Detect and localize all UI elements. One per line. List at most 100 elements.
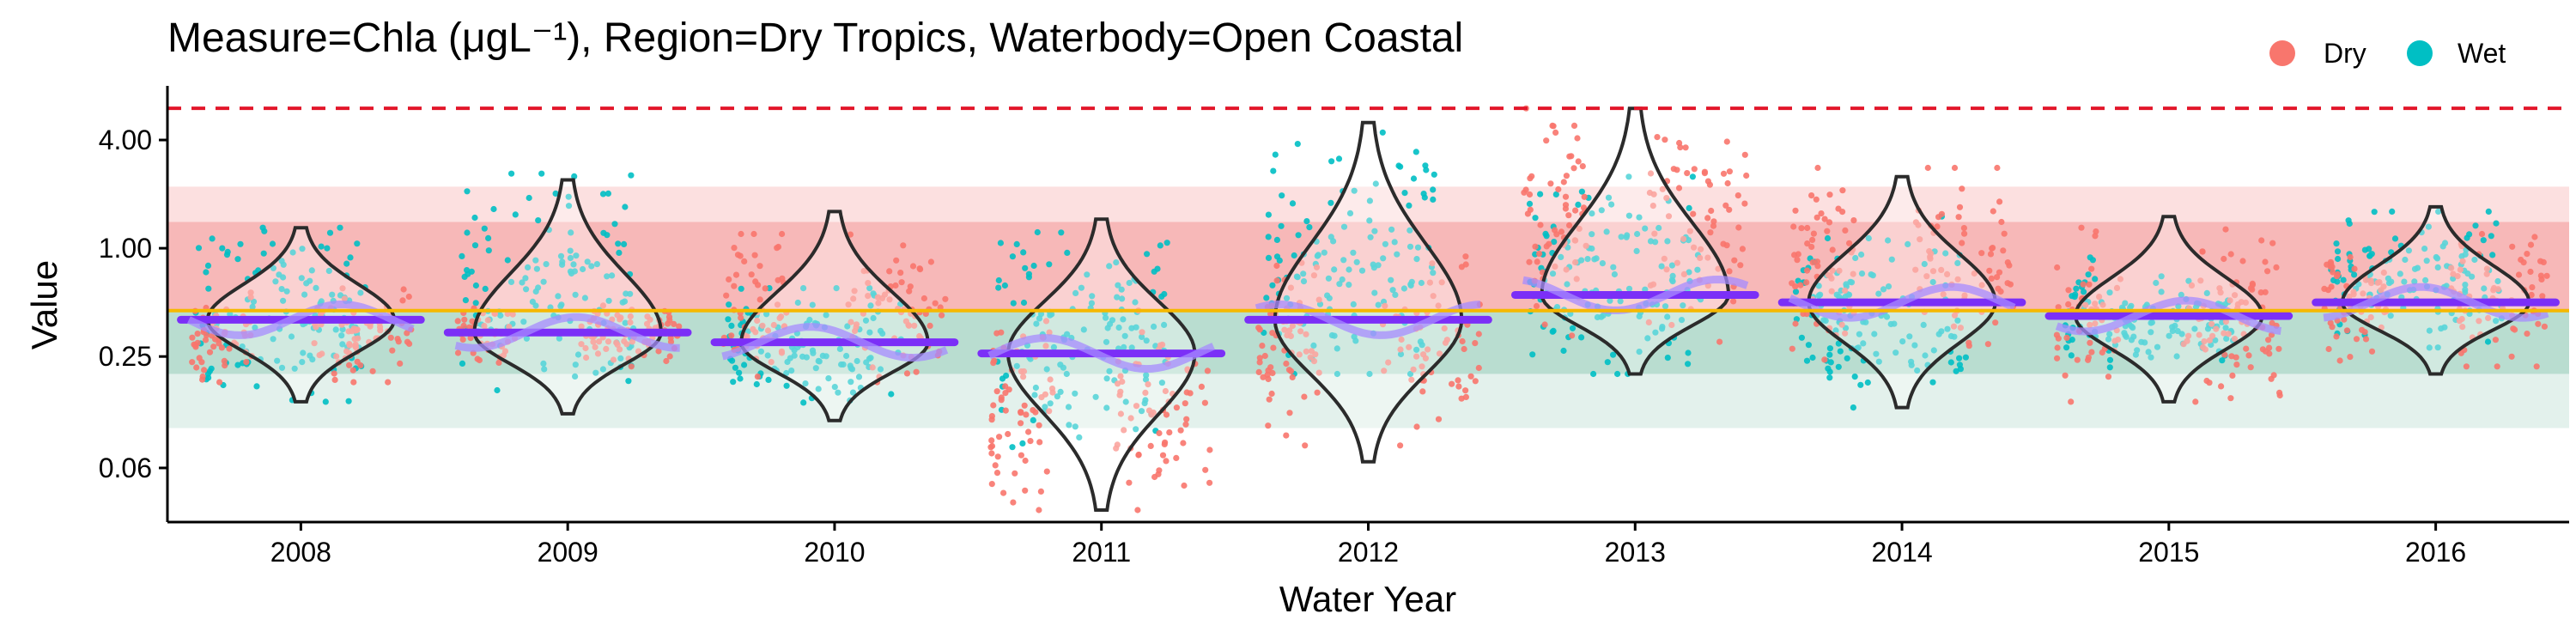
point-dry-2011 (1047, 376, 1054, 383)
point-dry-2014 (1940, 291, 1947, 298)
point-dry-2016 (2330, 269, 2336, 276)
point-wet-2010 (888, 391, 895, 398)
point-wet-2008 (253, 383, 260, 390)
point-dry-2014 (1927, 253, 1934, 260)
point-dry-2013 (1684, 170, 1691, 177)
point-wet-2011 (1115, 282, 1121, 289)
point-wet-2016 (2469, 273, 2476, 280)
point-wet-2012 (1340, 223, 1348, 230)
point-wet-2009 (557, 303, 564, 310)
point-dry-2011 (1121, 427, 1127, 434)
point-dry-2013 (1663, 266, 1670, 273)
point-wet-2016 (2397, 270, 2403, 277)
point-dry-2013 (1730, 298, 1737, 305)
point-wet-2014 (1803, 357, 1811, 364)
point-wet-2008 (329, 291, 336, 298)
point-wet-2009 (540, 278, 547, 285)
point-dry-2011 (998, 329, 1005, 336)
point-wet-2009 (568, 229, 574, 236)
point-dry-2013 (1697, 254, 1704, 261)
point-wet-2009 (462, 297, 470, 304)
point-dry-2015 (2259, 346, 2266, 353)
point-wet-2009 (556, 335, 563, 342)
point-wet-2008 (343, 260, 350, 267)
point-wet-2015 (2068, 352, 2075, 359)
point-dry-2009 (484, 317, 491, 324)
point-wet-2008 (289, 249, 296, 256)
point-dry-2010 (847, 231, 854, 238)
point-wet-2012 (1294, 141, 1301, 148)
x-tick-label: 2011 (1072, 537, 1131, 568)
point-wet-2012 (1325, 275, 1332, 282)
point-wet-2010 (849, 389, 857, 396)
point-wet-2014 (1956, 361, 1963, 368)
point-wet-2009 (468, 268, 475, 275)
point-dry-2011 (1036, 507, 1042, 513)
point-wet-2010 (867, 302, 874, 309)
point-wet-2011 (1034, 228, 1041, 236)
point-wet-2016 (2385, 275, 2391, 282)
point-wet-2011 (1066, 422, 1072, 428)
point-dry-2015 (2227, 297, 2233, 304)
point-dry-2015 (2269, 319, 2275, 326)
point-wet-2014 (1851, 374, 1858, 380)
point-dry-2016 (2524, 331, 2530, 337)
point-wet-2012 (1346, 282, 1352, 289)
point-dry-2014 (1987, 251, 1995, 258)
point-dry-2012 (1273, 262, 1280, 270)
point-dry-2011 (996, 434, 1003, 440)
point-dry-2014 (2000, 247, 2007, 254)
point-wet-2013 (1625, 173, 1632, 180)
point-wet-2009 (525, 264, 532, 270)
point-wet-2014 (1905, 240, 1911, 247)
point-dry-2014 (1842, 287, 1849, 294)
point-wet-2011 (1010, 300, 1017, 307)
point-dry-2016 (2347, 354, 2354, 361)
point-dry-2016 (2533, 363, 2540, 370)
point-dry-2010 (741, 258, 748, 264)
point-dry-2014 (1803, 267, 1811, 274)
x-axis-ticks: 2008 2009 2010 2011 2012 2013 2014 2015 2016 (270, 522, 2466, 568)
point-wet-2013 (1686, 269, 1692, 276)
point-dry-2011 (1046, 329, 1053, 336)
point-dry-2012 (1255, 368, 1262, 375)
point-wet-2016 (2423, 258, 2430, 264)
point-dry-2014 (1996, 269, 2003, 276)
point-wet-2009 (619, 299, 626, 306)
point-wet-2011 (1054, 393, 1060, 400)
point-dry-2016 (2367, 313, 2374, 321)
point-dry-2013 (1566, 222, 1573, 228)
point-wet-2009 (459, 252, 465, 259)
point-wet-2014 (1864, 379, 1871, 386)
point-dry-2016 (2515, 271, 2523, 278)
point-wet-2013 (1614, 370, 1621, 378)
point-dry-2008 (206, 349, 214, 355)
point-dry-2014 (1971, 270, 1978, 277)
point-dry-2010 (906, 288, 913, 295)
point-dry-2008 (346, 361, 353, 368)
point-dry-2011 (1021, 402, 1028, 409)
point-dry-2008 (313, 324, 319, 331)
point-dry-2016 (2508, 353, 2515, 360)
point-wet-2013 (1610, 264, 1617, 270)
point-dry-2010 (723, 292, 730, 299)
point-wet-2013 (1537, 191, 1544, 197)
point-wet-2010 (763, 311, 770, 318)
point-wet-2014 (1858, 270, 1866, 277)
point-wet-2011 (1072, 390, 1078, 397)
point-wet-2012 (1330, 238, 1337, 245)
point-dry-2011 (992, 462, 999, 469)
point-dry-2008 (399, 297, 406, 304)
point-dry-2013 (1691, 166, 1698, 173)
point-dry-2015 (2055, 335, 2062, 342)
point-wet-2016 (2441, 240, 2449, 246)
point-wet-2013 (1634, 230, 1641, 238)
point-wet-2012 (1350, 301, 1357, 307)
point-wet-2008 (249, 303, 256, 310)
point-dry-2013 (1579, 163, 1586, 170)
point-wet-2012 (1431, 171, 1437, 178)
point-dry-2014 (1842, 330, 1849, 337)
point-wet-2014 (1835, 340, 1842, 347)
point-dry-2008 (341, 295, 348, 302)
point-dry-2016 (2333, 333, 2340, 340)
